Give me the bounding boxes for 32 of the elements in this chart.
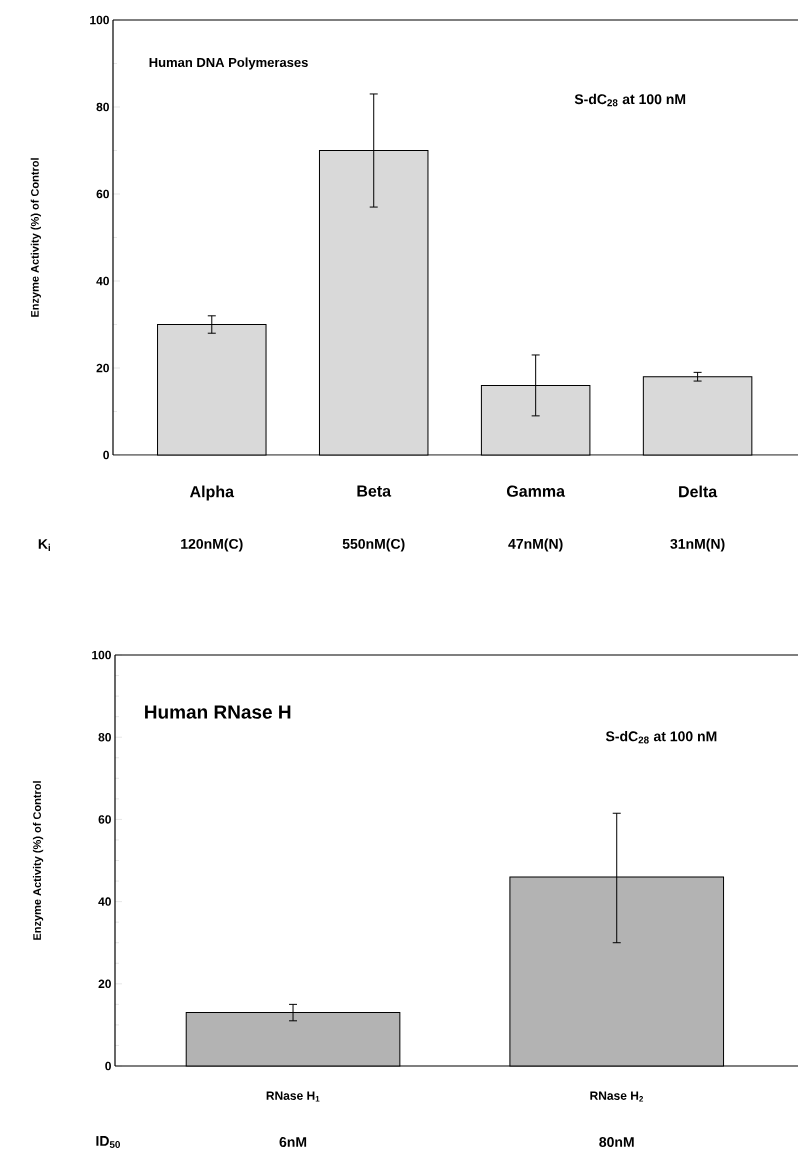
text: 80nM xyxy=(599,1137,634,1148)
y-tick-label: 80 xyxy=(96,102,110,112)
text: 47nM(N) xyxy=(508,538,563,552)
annotation: S-dC$_{28}$ at 100 nM xyxy=(606,731,717,744)
text: 31nM(N) xyxy=(670,538,725,552)
text: 120nM(C) xyxy=(181,538,243,552)
x-tick-label: Beta xyxy=(357,485,392,497)
x-tick-label: Alpha xyxy=(190,485,235,501)
y-axis-title: Enzyme Activity (%) of Control xyxy=(30,158,42,317)
y-tick-label: 100 xyxy=(90,15,110,25)
annotation: S-dC$_{28}$ at 100 nM xyxy=(574,93,686,107)
text: 6nM xyxy=(279,1137,307,1148)
y-tick-label: 80 xyxy=(98,732,112,742)
y-tick-label: 40 xyxy=(98,897,112,906)
y-tick-label: 60 xyxy=(96,189,110,199)
y-tick-label: 0 xyxy=(105,1061,112,1071)
text: Human RNase H xyxy=(145,705,291,719)
y-tick-label: 0 xyxy=(103,450,110,460)
y-tick-label: 20 xyxy=(96,363,110,373)
x-tick-label: RNase H$_{1}$ xyxy=(266,1091,320,1102)
text: 550nM(C) xyxy=(342,538,405,552)
x-tick-label: Gamma xyxy=(507,485,566,497)
x-tick-label: Delta xyxy=(679,485,718,498)
y-axis-title: Enzyme Activity (%) of Control xyxy=(33,781,44,940)
y-tick-label: 60 xyxy=(98,815,112,824)
y-tick-label: 100 xyxy=(92,650,112,660)
text: K$_{i}$ xyxy=(38,539,51,551)
x-tick-label: RNase H$_{2}$ xyxy=(590,1091,644,1102)
y-tick-label: 40 xyxy=(96,276,110,286)
y-tick-label: 20 xyxy=(98,979,112,989)
text: Human DNA Polymerases xyxy=(149,57,309,70)
text: ID$_{50}$ xyxy=(96,1136,121,1148)
